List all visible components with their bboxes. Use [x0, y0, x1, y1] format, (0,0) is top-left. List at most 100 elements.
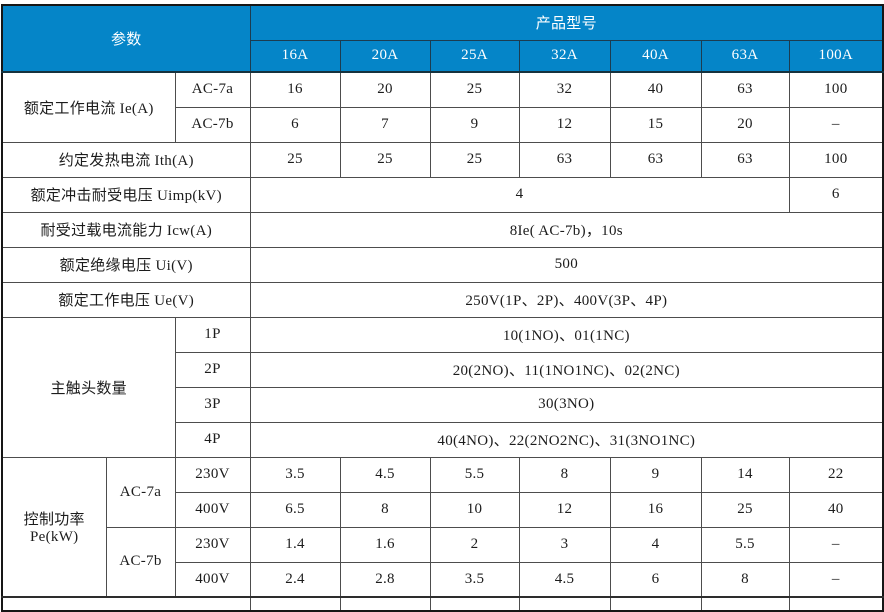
row-main-contacts-4p: 4P 40(4NO)、22(2NO2NC)、31(3NO1NC) — [2, 421, 884, 458]
value-cell: 63 — [700, 141, 790, 178]
row-partial-clipped — [1, 596, 884, 612]
row-label-main-contacts: 主触头数量 — [1, 316, 176, 458]
sub-label-3p: 3P — [174, 386, 251, 423]
row-control-power-ac7b-230v: AC-7b 230V 1.4 1.6 2 3 4 5.5 – — [2, 526, 884, 598]
clipped-cell — [788, 596, 884, 612]
value-cell: 25 — [700, 491, 790, 528]
value-cell: – — [788, 526, 884, 563]
value-cell: 8 — [339, 491, 431, 528]
column-header-20a: 20A — [339, 39, 431, 73]
value-cell: 25 — [339, 141, 431, 178]
sub-label-400v: 400V — [174, 491, 251, 528]
column-header-25a: 25A — [429, 39, 520, 73]
value-cell: 7 — [339, 106, 431, 143]
row-working-voltage: 额定工作电压 Ue(V) 250V(1P、2P)、400V(3P、4P) — [1, 281, 884, 318]
row-main-contacts-1p: 主触头数量 1P 10(1NO)、01(1NC) — [1, 316, 884, 458]
value-cell: 3.5 — [249, 456, 341, 493]
row-label-rated-current: 额定工作电流 Ie(A) — [1, 71, 176, 143]
value-cell: 15 — [609, 106, 702, 143]
value-cell: – — [788, 561, 884, 598]
sub-label-1p: 1P — [174, 316, 251, 353]
value-cell: 25 — [429, 141, 520, 178]
clipped-cell — [339, 596, 431, 612]
sub-label-ac7a: AC-7a — [105, 456, 176, 528]
value-cell: 10 — [429, 491, 520, 528]
value-cell: 3 — [518, 526, 611, 563]
row-label-thermal-current: 约定发热电流 Ith(A) — [1, 141, 251, 178]
value-cell: 5.5 — [429, 456, 520, 493]
value-cell-merged: 30(3NO) — [249, 386, 884, 423]
row-label-insulation-voltage: 额定绝缘电压 Ui(V) — [1, 246, 251, 283]
sub-label-ac7b: AC-7b — [105, 526, 176, 598]
value-cell: 63 — [609, 141, 702, 178]
sub-label-2p: 2P — [174, 351, 251, 388]
row-label-control-power: 控制功率 Pe(kW) — [1, 456, 107, 598]
product-spec-table: 参数 产品型号 16A 20A 25A 32A 40A 63A 100A 额定工… — [1, 4, 884, 612]
value-cell: 1.4 — [249, 526, 341, 563]
value-cell-merged: 8Ie( AC-7b)，10s — [249, 211, 884, 248]
value-cell: 3.5 — [429, 561, 520, 598]
value-cell: 8 — [518, 456, 611, 493]
row-rated-current-ac7a: 额定工作电流 Ie(A) AC-7a 16 20 25 32 40 63 100 — [1, 71, 884, 143]
sub-label-230v: 230V — [174, 456, 251, 493]
sub-label-400v: 400V — [174, 561, 251, 598]
value-cell: 16 — [249, 71, 341, 108]
clipped-cell — [249, 596, 341, 612]
value-cell: 2.4 — [249, 561, 341, 598]
value-cell: 1.6 — [339, 526, 431, 563]
spec-table-container: 参数 产品型号 16A 20A 25A 32A 40A 63A 100A 额定工… — [1, 4, 884, 612]
value-cell-merged: 10(1NO)、01(1NC) — [249, 316, 884, 353]
clipped-cell — [700, 596, 790, 612]
value-cell: 40 — [609, 71, 702, 108]
value-cell: 20 — [700, 106, 790, 143]
value-cell: 4.5 — [339, 456, 431, 493]
value-cell: 2 — [429, 526, 520, 563]
value-cell-merged: 40(4NO)、22(2NO2NC)、31(3NO1NC) — [249, 421, 884, 458]
header-row-ratings: 16A 20A 25A 32A 40A 63A 100A — [2, 39, 884, 73]
value-cell: 12 — [518, 491, 611, 528]
sub-label-ac7a: AC-7a — [174, 71, 251, 108]
value-cell-merged: 250V(1P、2P)、400V(3P、4P) — [249, 281, 884, 318]
sub-label-230v: 230V — [174, 526, 251, 563]
value-cell: 12 — [518, 106, 611, 143]
row-insulation-voltage: 额定绝缘电压 Ui(V) 500 — [1, 246, 884, 283]
param-header: 参数 — [1, 4, 251, 73]
sub-label-ac7b: AC-7b — [174, 106, 251, 143]
row-label-working-voltage: 额定工作电压 Ue(V) — [1, 281, 251, 318]
value-cell: 25 — [429, 71, 520, 108]
column-header-63a: 63A — [700, 39, 790, 73]
sub-label-4p: 4P — [174, 421, 251, 458]
row-label-overload-capacity: 耐受过载电流能力 Icw(A) — [1, 211, 251, 248]
header-row-product-model: 参数 产品型号 — [1, 4, 884, 73]
value-cell-merged: 20(2NO)、11(1NO1NC)、02(2NC) — [249, 351, 884, 388]
value-cell: 4 — [609, 526, 702, 563]
value-cell: 100 — [788, 71, 884, 108]
value-cell: 8 — [700, 561, 790, 598]
row-thermal-current: 约定发热电流 Ith(A) 25 25 25 63 63 63 100 — [1, 141, 884, 178]
value-cell: 20 — [339, 71, 431, 108]
value-cell: 9 — [609, 456, 702, 493]
value-cell: 100 — [788, 141, 884, 178]
clipped-cell — [429, 596, 520, 612]
row-label-impulse-voltage: 额定冲击耐受电压 Uimp(kV) — [1, 176, 251, 213]
value-cell: 4.5 — [518, 561, 611, 598]
column-header-16a: 16A — [249, 39, 341, 73]
value-cell: 9 — [429, 106, 520, 143]
value-cell-merged: 500 — [249, 246, 884, 283]
value-cell: 32 — [518, 71, 611, 108]
clipped-cell — [1, 596, 251, 612]
value-cell: – — [788, 106, 884, 143]
column-header-100a: 100A — [788, 39, 884, 73]
value-cell: 6.5 — [249, 491, 341, 528]
value-cell: 63 — [700, 71, 790, 108]
value-cell: 63 — [518, 141, 611, 178]
clipped-cell — [609, 596, 702, 612]
product-model-header: 产品型号 — [249, 4, 884, 41]
value-cell: 25 — [249, 141, 341, 178]
value-cell: 40 — [788, 491, 884, 528]
column-header-32a: 32A — [518, 39, 611, 73]
value-cell: 6 — [788, 176, 884, 213]
value-cell: 6 — [249, 106, 341, 143]
clipped-cell — [518, 596, 611, 612]
column-header-40a: 40A — [609, 39, 702, 73]
